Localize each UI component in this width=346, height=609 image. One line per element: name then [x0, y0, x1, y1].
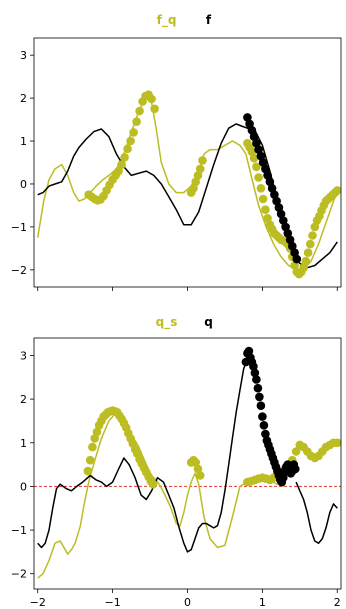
top-panel: f_q f −2 −1 0 1 2 3: [11, 13, 342, 291]
x-tick-label: 1: [259, 596, 266, 609]
title-part-1: f: [206, 13, 212, 27]
scatter-point: [276, 209, 286, 219]
scatter-point: [195, 471, 205, 480]
scatter-point: [288, 241, 297, 251]
y-tick-label: 0: [20, 178, 27, 191]
title-part-0: f_q: [157, 13, 177, 28]
scatter-point: [123, 144, 132, 154]
scatter-point: [88, 442, 97, 452]
scatter-point: [333, 186, 341, 195]
y-tick-label: 1: [20, 437, 27, 450]
scatter-point: [193, 171, 203, 180]
title-part-0: q_s: [156, 315, 178, 330]
scatter-point: [258, 194, 268, 204]
scatter-point: [244, 346, 254, 356]
y-tick-label: 1: [20, 135, 27, 148]
scatter-point: [83, 466, 93, 476]
scatter-point: [261, 429, 270, 439]
scatter-point: [259, 421, 269, 430]
title-part-1: q: [204, 315, 213, 329]
scatter-point: [255, 392, 264, 402]
y-tick-label: −2: [11, 264, 27, 277]
scatter-point: [333, 438, 341, 448]
y-tick-label: 2: [20, 92, 27, 105]
scatter-point: [129, 128, 138, 137]
y-tick-label: −1: [11, 221, 27, 234]
scatter-point: [261, 205, 270, 214]
scatter-point: [198, 156, 207, 165]
scatter-point: [253, 383, 263, 393]
scatter-point: [250, 368, 260, 378]
y-tick-label: 3: [20, 49, 27, 62]
scatter-point: [193, 464, 203, 474]
scatter-point: [258, 412, 267, 421]
x-tick-label: 2: [334, 596, 341, 609]
y-tick-label: −2: [11, 568, 27, 581]
y-tick-label: 2: [20, 393, 27, 406]
scatter-point: [117, 160, 126, 169]
scatter-point: [90, 434, 99, 443]
scatter-point: [147, 94, 156, 104]
scatter-point: [261, 164, 270, 174]
scatter-point: [254, 145, 263, 154]
x-tick-label: −2: [30, 596, 46, 609]
scatter-point: [306, 239, 315, 249]
plot-area: [36, 90, 341, 279]
scatter-point: [263, 214, 272, 223]
scatter-point: [291, 464, 300, 474]
scatter-point: [303, 248, 313, 257]
plot-area: [34, 346, 341, 579]
scatter-point: [85, 455, 95, 465]
y-tick-label: 3: [20, 349, 27, 362]
scatter-point: [283, 229, 293, 238]
scatter-point: [195, 164, 205, 174]
scatter-point: [265, 177, 275, 187]
scatter-point: [252, 375, 261, 384]
scatter-point: [252, 162, 261, 172]
scatter-point: [292, 254, 302, 264]
scatter-point: [126, 136, 135, 146]
scatter-point: [256, 401, 266, 411]
scatter-point: [249, 132, 259, 141]
scatter-point: [150, 104, 159, 114]
bottom-panel: q_s q −2 −1 0 1 2 3 −2 −1 0 1 2: [11, 315, 342, 609]
scatter-point: [243, 113, 252, 122]
y-tick-label: 0: [20, 480, 27, 493]
scatter-point: [132, 117, 141, 126]
x-tick-label: −1: [105, 596, 121, 609]
scatter-point: [189, 184, 198, 193]
scatter-point: [301, 256, 311, 266]
scatter-point: [114, 166, 123, 176]
series-line-0: [36, 95, 338, 271]
scatter-point: [291, 447, 301, 456]
series-line-2: [295, 481, 338, 544]
scatter-point: [272, 196, 281, 206]
scatter-point: [148, 479, 158, 489]
scatter-point: [308, 231, 317, 240]
scatter-point: [254, 173, 263, 182]
scatter-point: [249, 362, 258, 371]
scatter-point: [256, 184, 266, 193]
scatter-point: [120, 153, 129, 162]
scatter-point: [92, 427, 102, 437]
scatter-point: [135, 106, 144, 116]
y-tick-label: −1: [11, 524, 27, 537]
x-tick-label: 0: [184, 596, 191, 609]
scatter-point: [299, 263, 308, 273]
scatter-point: [191, 458, 200, 467]
scatter-point: [279, 473, 288, 483]
scatter-point: [249, 153, 259, 163]
